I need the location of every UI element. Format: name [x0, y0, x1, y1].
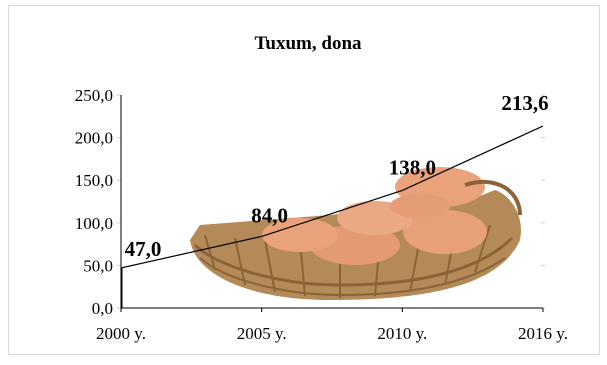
chart-title: Tuxum, dona [254, 33, 362, 54]
y-tick-label: 0,0 [92, 299, 113, 318]
x-tick-label: 2005 y. [237, 324, 287, 343]
data-label: 84,0 [251, 203, 288, 227]
series-layer [120, 125, 544, 308]
series-line [120, 125, 544, 269]
y-tick-label: 50,0 [83, 256, 113, 275]
x-tick-label: 2016 y. [518, 324, 568, 343]
y-tick-label: 250,0 [75, 86, 113, 105]
tick-labels: 0,0 50,0 100,0 150,0 200,0 250,0 2000 y. 2005 y… [75, 86, 568, 343]
y-tick-label: 100,0 [75, 214, 113, 233]
x-tick-label: 2000 y. [96, 324, 146, 343]
data-label: 138,0 [389, 155, 436, 179]
data-labels: 47,0 84,0 138,0 213,6 [125, 91, 549, 261]
y-tick-label: 200,0 [75, 129, 113, 148]
data-label: 213,6 [501, 91, 548, 115]
y-tick-label: 150,0 [75, 171, 113, 190]
data-label: 47,0 [125, 237, 162, 261]
egg-basket-image [190, 167, 522, 300]
x-tick-label: 2010 y. [377, 324, 427, 343]
axis-layer [117, 94, 544, 312]
